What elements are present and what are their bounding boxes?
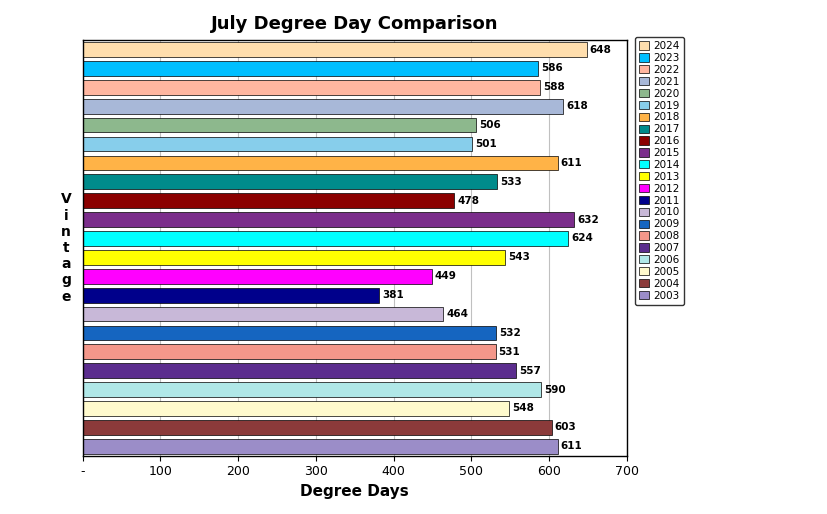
Text: 588: 588	[543, 82, 564, 93]
Text: 478: 478	[457, 196, 479, 206]
Bar	[83, 174, 496, 189]
Text: 531: 531	[498, 347, 519, 357]
Bar	[83, 80, 539, 95]
Bar	[83, 420, 551, 435]
Text: 648: 648	[589, 45, 611, 54]
Text: 543: 543	[507, 252, 529, 262]
Bar	[83, 61, 538, 76]
Bar	[83, 137, 471, 152]
Bar	[83, 212, 573, 227]
Bar	[83, 288, 379, 303]
Bar	[83, 231, 567, 246]
Legend: 2024, 2023, 2022, 2021, 2020, 2019, 2018, 2017, 2016, 2015, 2014, 2013, 2012, 20: 2024, 2023, 2022, 2021, 2020, 2019, 2018…	[634, 37, 683, 305]
Text: 532: 532	[499, 328, 520, 338]
Text: 381: 381	[381, 290, 404, 300]
Text: 611: 611	[560, 442, 582, 451]
Y-axis label: V
i
n
t
a
g
e: V i n t a g e	[60, 192, 71, 303]
Text: 586: 586	[541, 63, 562, 74]
Bar	[83, 307, 443, 321]
Title: July Degree Day Comparison: July Degree Day Comparison	[211, 15, 498, 33]
Bar	[83, 118, 476, 133]
Text: 632: 632	[576, 214, 598, 225]
Bar	[83, 250, 504, 265]
Text: 506: 506	[479, 120, 500, 130]
Text: 501: 501	[475, 139, 496, 149]
Bar	[83, 99, 562, 114]
Text: 611: 611	[560, 158, 582, 168]
Bar	[83, 193, 454, 208]
Text: 618: 618	[566, 101, 587, 111]
Text: 464: 464	[446, 309, 468, 319]
Bar	[83, 42, 586, 57]
Bar	[83, 325, 495, 340]
Bar	[83, 401, 508, 416]
Bar	[83, 156, 557, 170]
Bar	[83, 439, 557, 454]
Text: 449: 449	[434, 271, 457, 281]
Text: 533: 533	[500, 177, 521, 187]
Text: 557: 557	[519, 365, 540, 376]
Text: 590: 590	[544, 384, 566, 395]
Text: 548: 548	[511, 403, 533, 413]
Bar	[83, 344, 495, 359]
Bar	[83, 382, 541, 397]
Text: 624: 624	[571, 233, 592, 244]
Bar	[83, 269, 431, 284]
X-axis label: Degree Days: Degree Days	[300, 484, 409, 499]
Bar	[83, 363, 515, 378]
Text: 603: 603	[554, 423, 576, 432]
